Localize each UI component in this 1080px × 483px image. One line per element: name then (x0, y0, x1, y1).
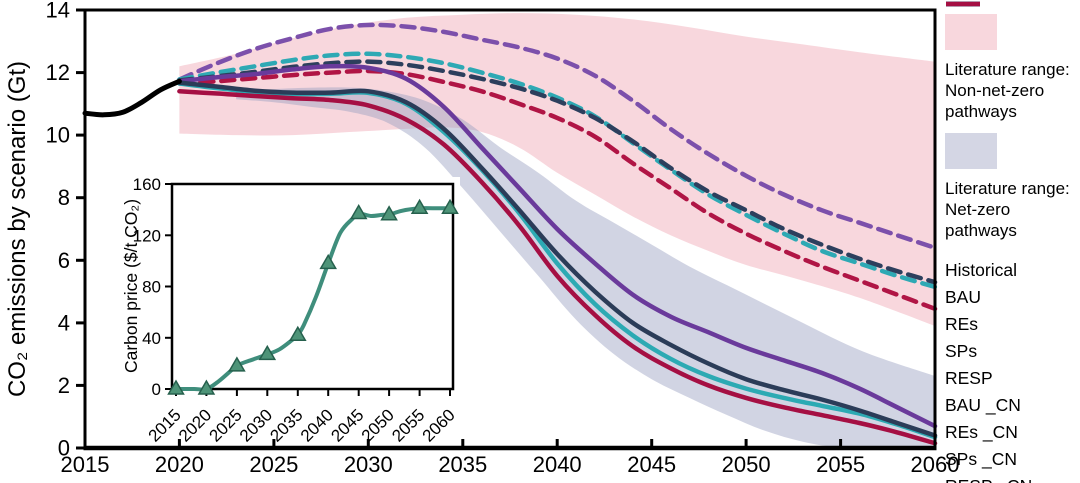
y-tick-label: 0 (58, 436, 70, 461)
legend-entries: Historical BAU REs SPs RESP BAU _CN REs _CN SPs… (945, 1, 1079, 483)
x-tick-label: 2055 (816, 452, 865, 477)
x-tick-label: 2040 (533, 452, 582, 477)
triangle-marker (319, 253, 337, 270)
x-tick-label: 2015 (61, 452, 110, 477)
inset-y-tick-label: 80 (142, 278, 161, 297)
y-tick-label: 6 (58, 248, 70, 273)
x-tick-label: 2045 (627, 452, 676, 477)
x-tick-label: 2025 (249, 452, 298, 477)
inset-chart: 0408012016020152020202520302035204020452… (104, 175, 460, 446)
legend-entry-label: SPs _CN (945, 449, 1017, 469)
legend-label-line: Net-zero pathways (945, 200, 1017, 240)
inset-y-tick-label: 40 (142, 329, 161, 348)
series-line-SPs (177, 59, 938, 285)
legend: Literature range: Non-net-zero pathways … (945, 0, 1079, 483)
x-tick-label: 2030 (344, 452, 393, 477)
series-line-BAU_CN (177, 63, 938, 429)
series-line-RESP_CN (177, 89, 938, 446)
inset-y-tick-label: 160 (133, 175, 161, 194)
y-tick-label: 14 (46, 0, 70, 23)
legend-label-line: Literature range: (945, 179, 1070, 198)
triangle-marker (167, 379, 185, 395)
y-axis-title: CO₂ emissions by scenario (Gt) (4, 61, 31, 397)
legend-swatch-non-net-zero (945, 14, 997, 50)
y-tick-label: 4 (58, 310, 70, 335)
legend-entry-label: BAU (945, 287, 981, 307)
legend-label-line: Literature range: (945, 60, 1070, 79)
series-line-BAU (177, 22, 938, 251)
legend-entry-REs: REs (945, 1, 1079, 338)
y-tick-label: 8 (58, 185, 70, 210)
series-line-SPs_CN (177, 80, 938, 438)
triangle-marker (349, 203, 368, 220)
legend-entry-label: SPs (945, 341, 978, 361)
inset-y-tick-label: 0 (152, 380, 161, 399)
x-tick-label: 2050 (722, 452, 771, 477)
legend-entry-label: RESP (945, 368, 993, 388)
triangle-marker (289, 325, 307, 341)
triangle-marker (380, 205, 398, 221)
legend-entry-label: BAU _CN (945, 395, 1021, 415)
triangle-marker (410, 198, 429, 215)
legend-entry-REs_CN: REs _CN (945, 1, 1079, 446)
series-line-Historical (82, 78, 182, 118)
legend-entry-Historical: Historical (945, 1, 1079, 284)
y-tick-label: 12 (46, 60, 70, 85)
triangle-marker (258, 344, 277, 361)
inset-frame (170, 182, 455, 391)
y-tick-label: 2 (58, 373, 70, 398)
legend-line-sample (946, 1, 980, 7)
triangle-marker (197, 379, 216, 395)
series-line-REs (177, 51, 938, 290)
legend-entry-label: RESP _CN (945, 476, 1032, 483)
legend-label-net-zero: Literature range: Net-zero pathways (945, 178, 1079, 241)
x-tick-label: 2020 (155, 452, 204, 477)
inset-y-axis-title: Carbon price ($/t CO₂) (121, 199, 141, 373)
legend-entry-BAU_CN: BAU _CN (945, 1, 1079, 419)
series-line-RESP (177, 68, 938, 312)
legend-label-non-net-zero: Literature range: Non-net-zero pathways (945, 59, 1079, 122)
legend-label-line: Non-net-zero (945, 81, 1045, 100)
x-tick-label: 2060 (911, 452, 960, 477)
legend-entry-RESP: RESP (945, 1, 1079, 392)
legend-entry-SPs: SPs (945, 1, 1079, 365)
triangle-marker (441, 198, 459, 215)
legend-swatch-net-zero (945, 133, 997, 169)
inset-y-tick-label: 120 (133, 226, 161, 245)
band-net-zero (236, 87, 936, 449)
legend-entry-label: Historical (945, 260, 1017, 280)
legend-label-line: pathways (945, 102, 1017, 121)
y-tick-label: 10 (46, 123, 70, 148)
x-tick-label: 2035 (438, 452, 487, 477)
legend-entry-label: REs (945, 314, 979, 334)
legend-entry-RESP_CN: RESP _CN (945, 1, 1079, 483)
legend-entry-SPs_CN: SPs _CN (945, 1, 1079, 473)
legend-entry-label: REs _CN (945, 422, 1018, 442)
triangle-marker (228, 356, 246, 372)
legend-entry-BAU: BAU (945, 1, 1079, 311)
